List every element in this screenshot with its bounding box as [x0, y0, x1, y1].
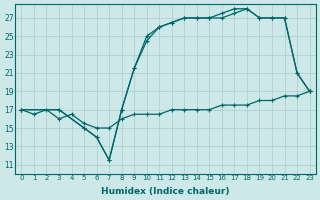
X-axis label: Humidex (Indice chaleur): Humidex (Indice chaleur)	[101, 187, 230, 196]
